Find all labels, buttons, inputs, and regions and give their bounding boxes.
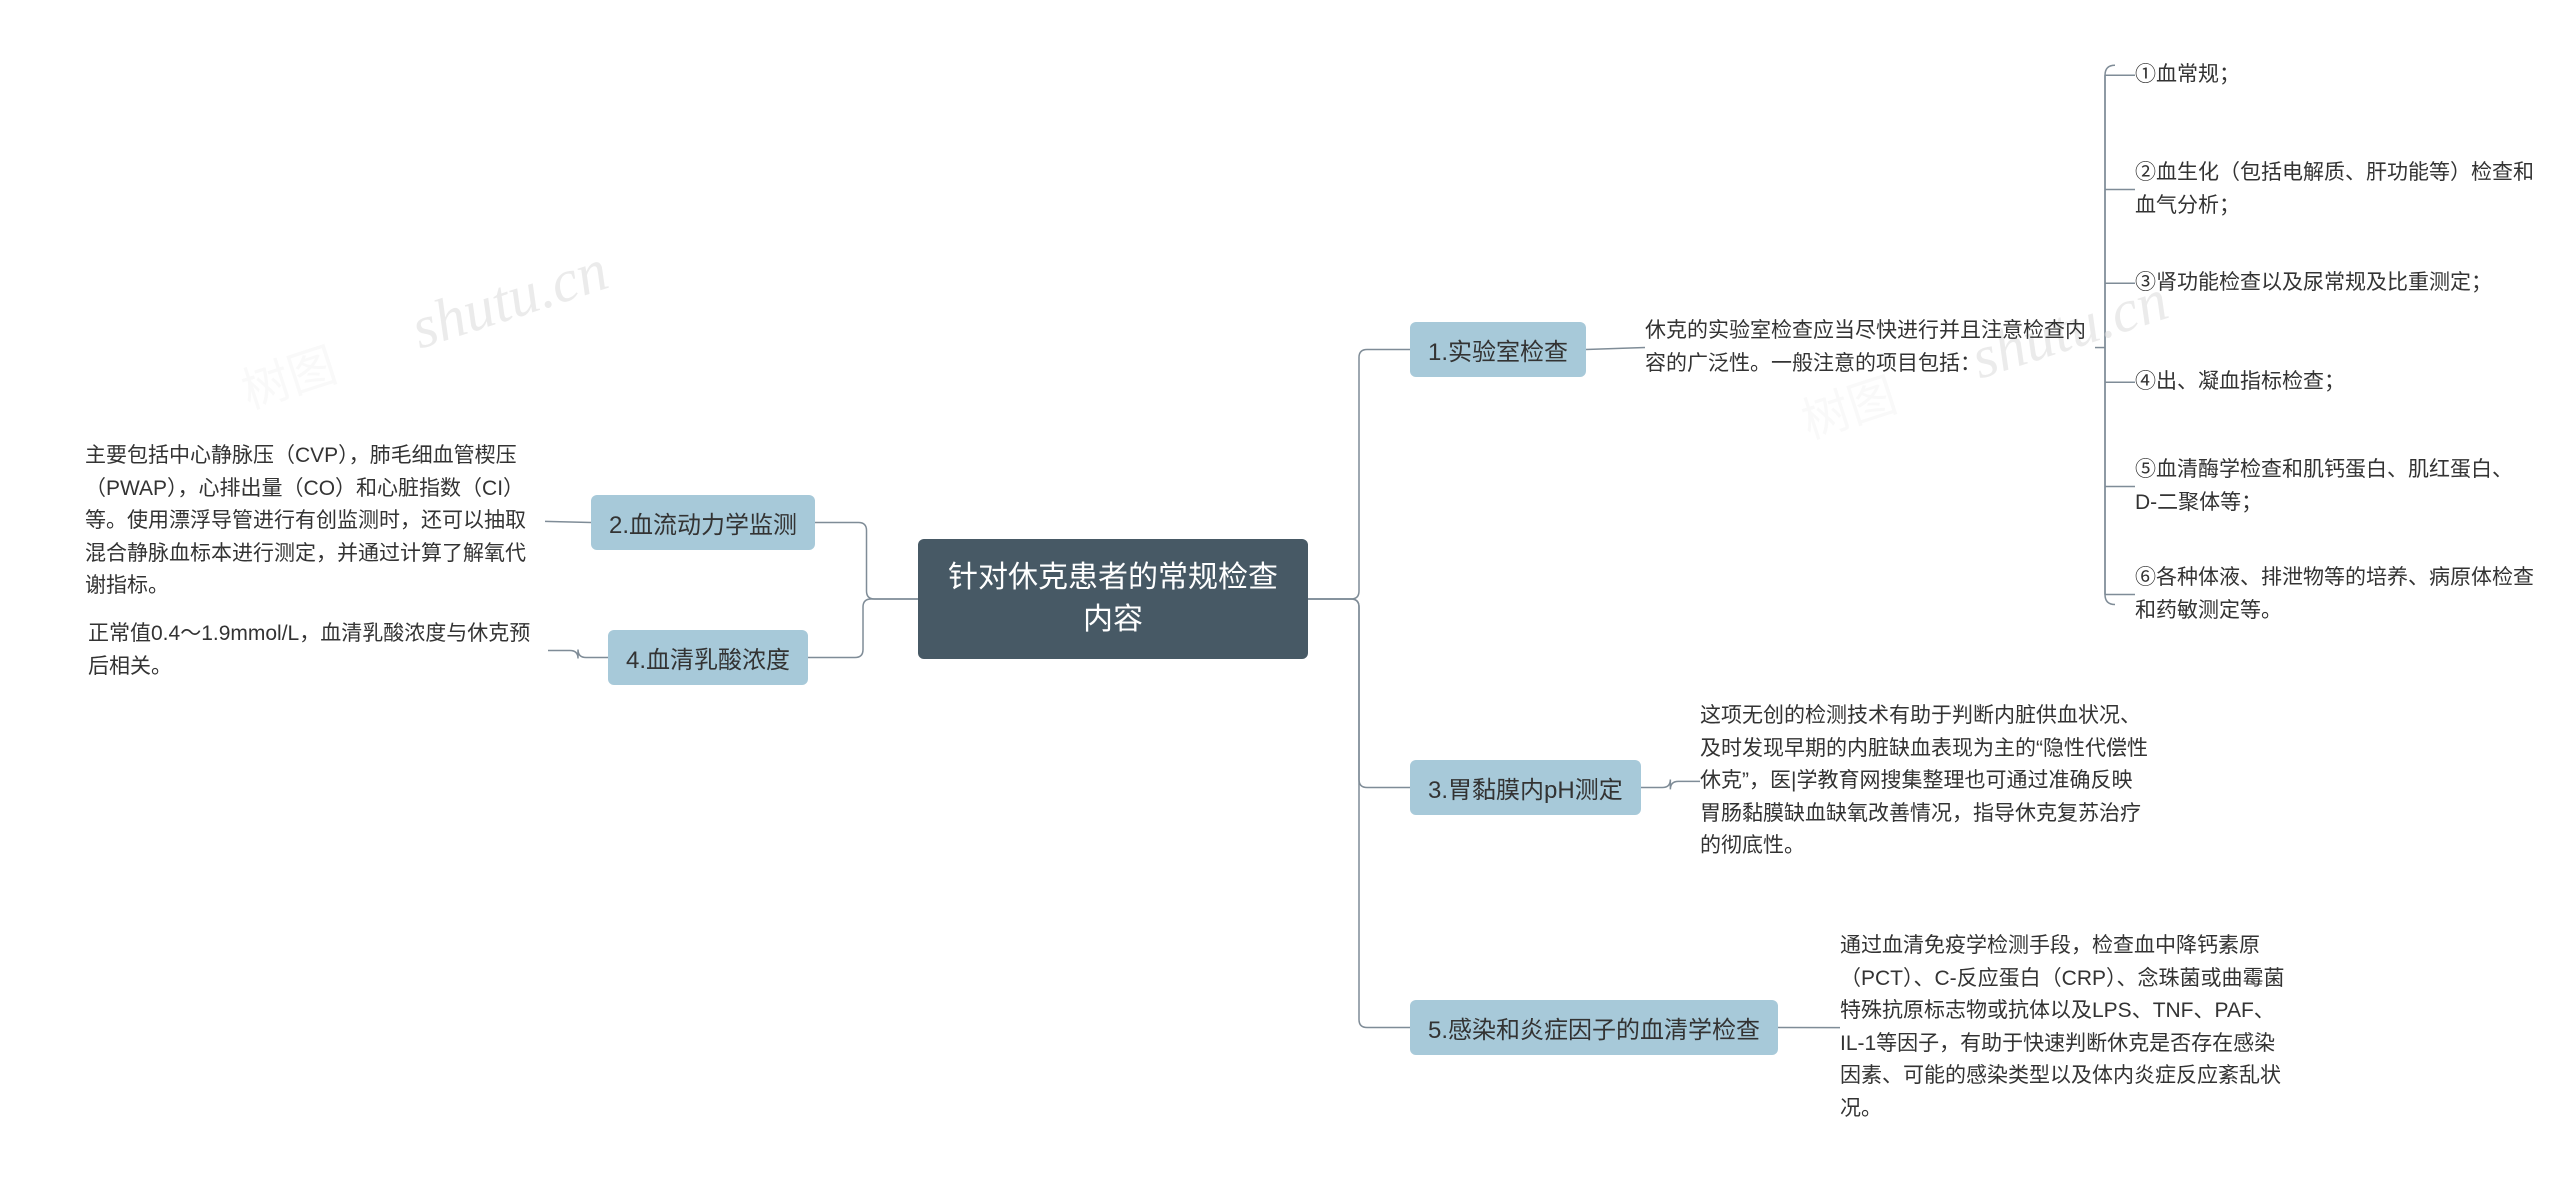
branch-1-leaf-3: ③肾功能检查以及尿常规及比重测定； <box>2135 267 2535 300</box>
branch-5: 5.感染和炎症因子的血清学检查 <box>1410 1000 1778 1055</box>
branch-2: 2.血流动力学监测 <box>591 495 815 550</box>
branch-1-leaf-4-text: ④出、凝血指标检查； <box>2135 366 2345 399</box>
branch-3-label: 3.胃黏膜内pH测定 <box>1428 770 1623 805</box>
branch-1-leaf-5-text: ⑤血清酶学检查和肌钙蛋白、肌红蛋白、D-二聚体等； <box>2135 454 2535 519</box>
branch-5-leaf-text: 通过血清免疫学检测手段，检查血中降钙素原（PCT）、C-反应蛋白（CRP）、念珠… <box>1840 930 2295 1125</box>
branch-1-mid-text: 休克的实验室检查应当尽快进行并且注意检查内容的广泛性。一般注意的项目包括： <box>1645 315 2095 380</box>
branch-1-leaf-3-text: ③肾功能检查以及尿常规及比重测定； <box>2135 267 2492 300</box>
branch-1: 1.实验室检查 <box>1410 322 1586 377</box>
branch-1-leaf-5: ⑤血清酶学检查和肌钙蛋白、肌红蛋白、D-二聚体等； <box>2135 454 2535 519</box>
branch-1-mid: 休克的实验室检查应当尽快进行并且注意检查内容的广泛性。一般注意的项目包括： <box>1645 315 2095 380</box>
branch-1-leaf-6: ⑥各种体液、排泄物等的培养、病原体检查和药敏测定等。 <box>2135 562 2535 627</box>
branch-2-leaf: 主要包括中心静脉压（CVP），肺毛细血管楔压（PWAP），心排出量（CO）和心脏… <box>85 440 545 603</box>
branch-2-label: 2.血流动力学监测 <box>609 505 797 540</box>
watermark-1: 树图 shutu.cn <box>297 233 616 397</box>
central-node: 针对休克患者的常规检查内容 <box>918 539 1308 659</box>
branch-4-leaf-text: 正常值0.4～1.9mmol/L，血清乳酸浓度与休克预后相关。 <box>88 618 548 683</box>
wm-logo-1: 树图 <box>236 339 344 419</box>
branch-4: 4.血清乳酸浓度 <box>608 630 808 685</box>
branch-1-leaf-2: ②血生化（包括电解质、肝功能等）检查和血气分析； <box>2135 157 2535 222</box>
branch-5-leaf: 通过血清免疫学检测手段，检查血中降钙素原（PCT）、C-反应蛋白（CRP）、念珠… <box>1840 930 2295 1125</box>
branch-2-leaf-text: 主要包括中心静脉压（CVP），肺毛细血管楔压（PWAP），心排出量（CO）和心脏… <box>85 440 545 603</box>
wm-logo-2: 树图 <box>1796 369 1904 449</box>
wm-text-1: shutu.cn <box>403 236 615 361</box>
branch-1-leaf-4: ④出、凝血指标检查； <box>2135 366 2535 399</box>
branch-4-leaf: 正常值0.4～1.9mmol/L，血清乳酸浓度与休克预后相关。 <box>88 618 548 683</box>
branch-1-label: 1.实验室检查 <box>1428 332 1568 367</box>
branch-3: 3.胃黏膜内pH测定 <box>1410 760 1641 815</box>
branch-3-leaf-text: 这项无创的检测技术有助于判断内脏供血状况、及时发现早期的内脏缺血表现为主的“隐性… <box>1700 700 2150 863</box>
branch-1-leaf-1: ①血常规； <box>2135 59 2535 92</box>
branch-5-label: 5.感染和炎症因子的血清学检查 <box>1428 1010 1760 1045</box>
branch-1-leaf-6-text: ⑥各种体液、排泄物等的培养、病原体检查和药敏测定等。 <box>2135 562 2535 627</box>
branch-1-leaf-2-text: ②血生化（包括电解质、肝功能等）检查和血气分析； <box>2135 157 2535 222</box>
branch-4-label: 4.血清乳酸浓度 <box>626 640 790 675</box>
branch-1-leaf-1-text: ①血常规； <box>2135 59 2240 92</box>
central-label: 针对休克患者的常规检查内容 <box>946 557 1280 641</box>
branch-3-leaf: 这项无创的检测技术有助于判断内脏供血状况、及时发现早期的内脏缺血表现为主的“隐性… <box>1700 700 2150 863</box>
